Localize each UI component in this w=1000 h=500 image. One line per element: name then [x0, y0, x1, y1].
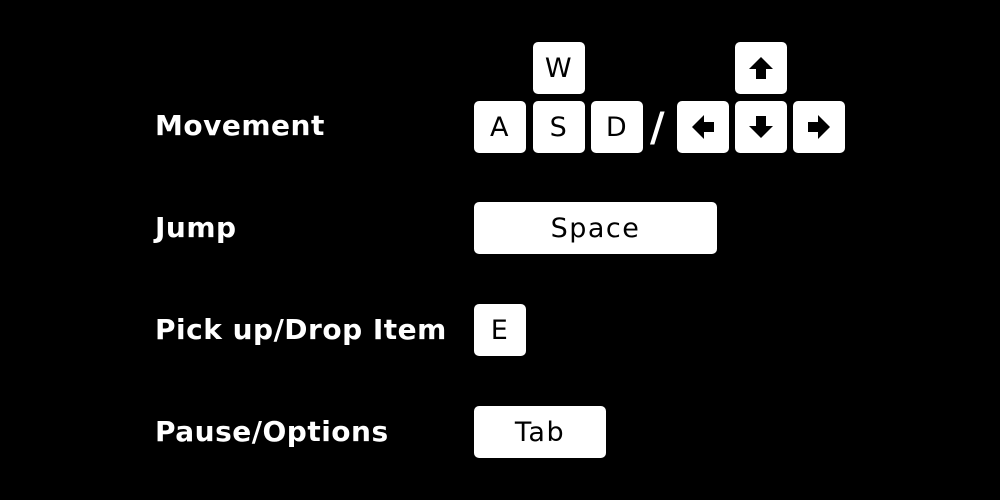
key-arrow-right	[793, 101, 845, 153]
key-arrow-up	[735, 42, 787, 94]
key-arrow-left	[677, 101, 729, 153]
key-tab: Tab	[474, 406, 606, 458]
key-d: D	[591, 101, 643, 153]
arrow-right-icon	[806, 114, 832, 140]
key-s: S	[533, 101, 585, 153]
pickup-label: Pick up/Drop Item	[155, 313, 447, 346]
jump-label: Jump	[155, 211, 237, 244]
arrow-down-icon	[748, 114, 774, 140]
pause-label: Pause/Options	[155, 415, 389, 448]
arrow-left-icon	[690, 114, 716, 140]
arrow-up-icon	[748, 55, 774, 81]
key-arrow-down	[735, 101, 787, 153]
key-space: Space	[474, 202, 717, 254]
key-w: W	[533, 42, 585, 94]
movement-label: Movement	[155, 109, 325, 142]
key-e: E	[474, 304, 526, 356]
key-a: A	[474, 101, 526, 153]
movement-separator: /	[650, 105, 665, 151]
